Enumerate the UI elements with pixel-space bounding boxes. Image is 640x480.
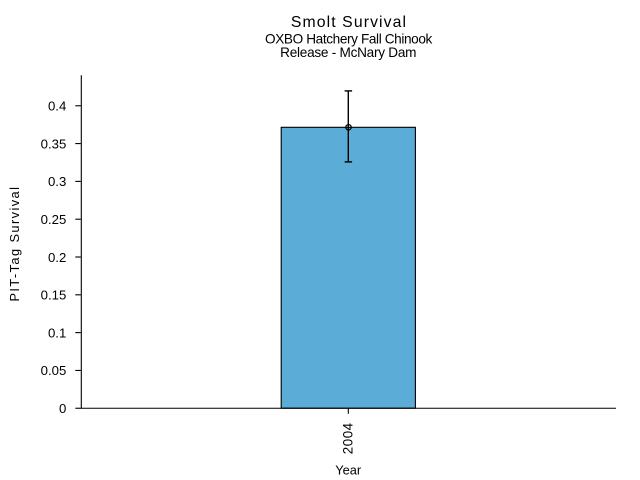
svg-text:OXBO Hatchery Fall Chinook: OXBO Hatchery Fall Chinook	[265, 31, 432, 46]
svg-text:0: 0	[59, 401, 66, 416]
svg-text:2004: 2004	[341, 422, 356, 454]
svg-text:0.4: 0.4	[48, 99, 66, 114]
svg-text:Release - McNary Dam: Release - McNary Dam	[280, 45, 416, 60]
svg-text:0.35: 0.35	[41, 136, 67, 151]
svg-text:Smolt Survival: Smolt Survival	[291, 14, 407, 31]
svg-text:PIT-Tag Survival: PIT-Tag Survival	[7, 186, 22, 302]
svg-text:Year: Year	[335, 462, 362, 477]
svg-text:0.3: 0.3	[48, 174, 66, 189]
svg-text:0.25: 0.25	[41, 212, 67, 227]
svg-text:0.05: 0.05	[41, 363, 67, 378]
svg-text:0.1: 0.1	[48, 325, 66, 340]
svg-text:0.15: 0.15	[41, 288, 67, 303]
svg-text:0.2: 0.2	[48, 250, 66, 265]
